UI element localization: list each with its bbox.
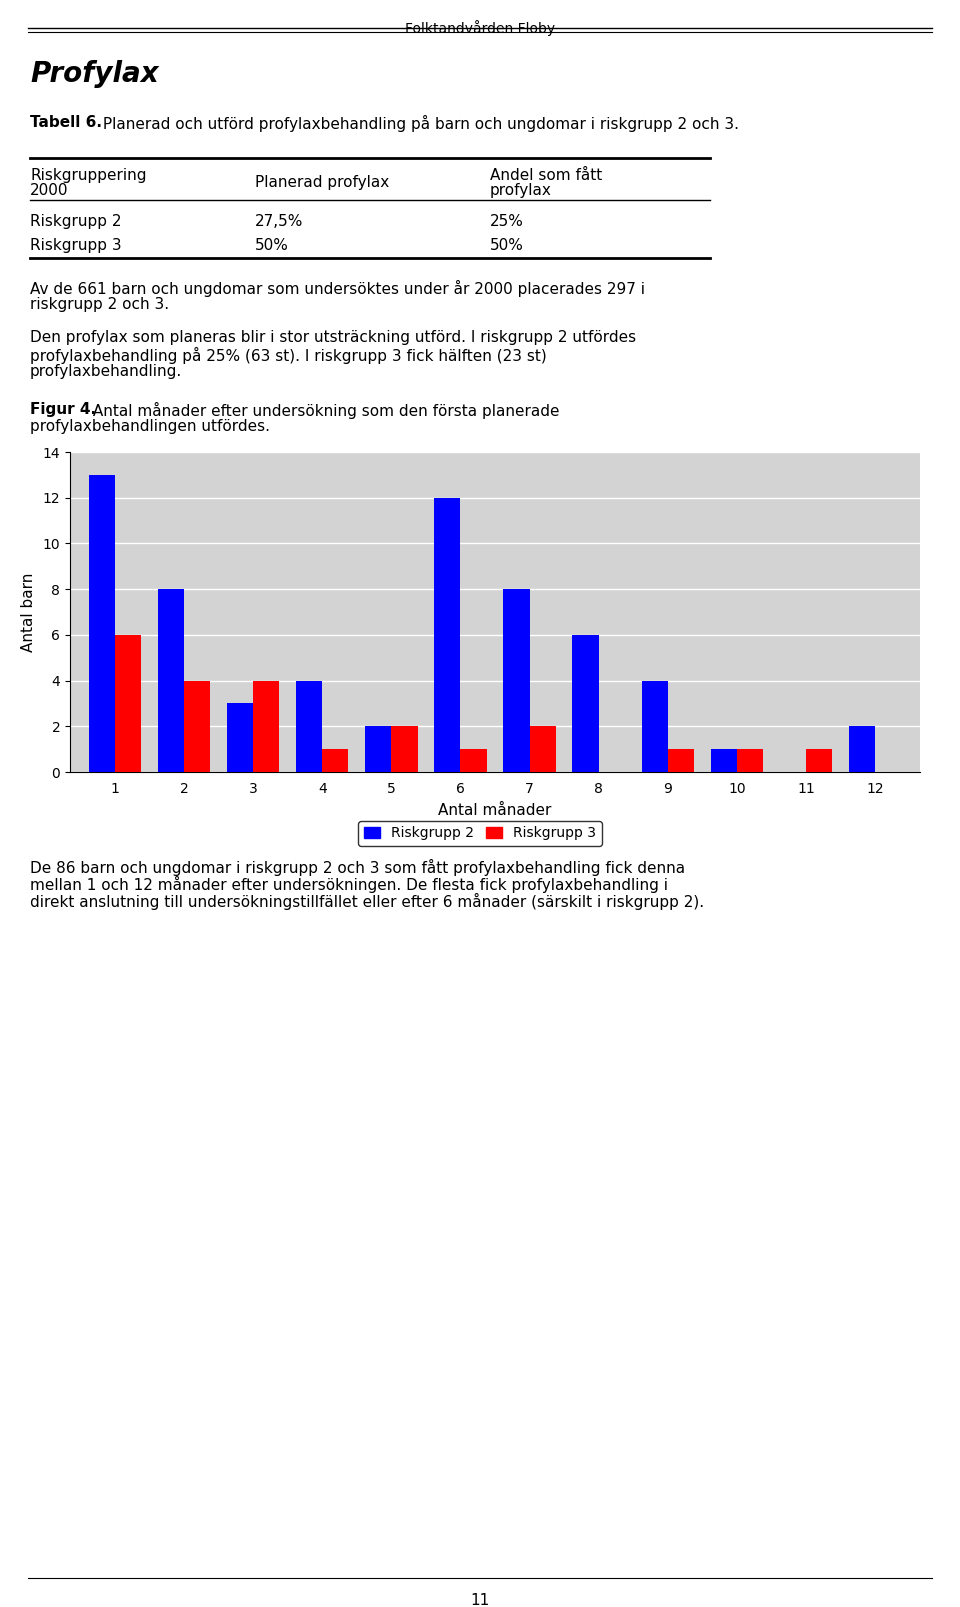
Bar bbox=[296, 681, 323, 771]
Bar bbox=[184, 681, 210, 771]
Text: riskgrupp 2 och 3.: riskgrupp 2 och 3. bbox=[30, 297, 169, 312]
Text: Profylax: Profylax bbox=[30, 59, 158, 88]
Text: Folktandvården Floby: Folktandvården Floby bbox=[405, 19, 555, 35]
Text: direkt anslutning till undersökningstillfället eller efter 6 månader (särskilt i: direkt anslutning till undersökningstill… bbox=[30, 893, 704, 910]
Bar bbox=[253, 681, 279, 771]
Text: 27,5%: 27,5% bbox=[255, 214, 303, 230]
Text: 11: 11 bbox=[470, 1593, 490, 1607]
Text: 25%: 25% bbox=[490, 214, 524, 230]
Text: Riskgrupp 3: Riskgrupp 3 bbox=[30, 238, 122, 252]
Text: profylaxbehandling på 25% (63 st). I riskgrupp 3 fick hälften (23 st): profylaxbehandling på 25% (63 st). I ris… bbox=[30, 347, 547, 365]
X-axis label: Antal månader: Antal månader bbox=[439, 802, 552, 818]
Bar bbox=[849, 726, 876, 771]
Bar bbox=[365, 726, 392, 771]
Text: Andel som fått: Andel som fått bbox=[490, 169, 602, 183]
Bar bbox=[227, 704, 253, 771]
Bar bbox=[710, 749, 737, 771]
Bar bbox=[115, 635, 141, 771]
Text: Av de 661 barn och ungdomar som undersöktes under år 2000 placerades 297 i: Av de 661 barn och ungdomar som undersök… bbox=[30, 280, 645, 297]
Text: profylax: profylax bbox=[490, 183, 552, 198]
Bar bbox=[323, 749, 348, 771]
Text: profylaxbehandling.: profylaxbehandling. bbox=[30, 365, 182, 379]
Text: mellan 1 och 12 månader efter undersökningen. De flesta fick profylaxbehandling : mellan 1 och 12 månader efter undersökni… bbox=[30, 876, 668, 893]
Text: Planerad och utförd profylaxbehandling på barn och ungdomar i riskgrupp 2 och 3.: Planerad och utförd profylaxbehandling p… bbox=[98, 116, 739, 132]
Text: 2000: 2000 bbox=[30, 183, 68, 198]
Bar bbox=[392, 726, 418, 771]
Text: Tabell 6.: Tabell 6. bbox=[30, 116, 102, 130]
Bar bbox=[503, 590, 530, 771]
Text: 50%: 50% bbox=[255, 238, 289, 252]
Bar bbox=[157, 590, 184, 771]
Bar bbox=[530, 726, 556, 771]
Bar bbox=[737, 749, 763, 771]
Text: Riskgrupp 2: Riskgrupp 2 bbox=[30, 214, 122, 230]
Bar bbox=[668, 749, 694, 771]
Text: Planerad profylax: Planerad profylax bbox=[255, 175, 389, 190]
Y-axis label: Antal barn: Antal barn bbox=[21, 572, 36, 652]
Bar bbox=[461, 749, 487, 771]
Bar bbox=[88, 474, 115, 771]
Legend: Riskgrupp 2, Riskgrupp 3: Riskgrupp 2, Riskgrupp 3 bbox=[358, 821, 602, 845]
Text: Antal månader efter undersökning som den första planerade: Antal månader efter undersökning som den… bbox=[88, 402, 560, 419]
Bar bbox=[641, 681, 668, 771]
Bar bbox=[806, 749, 832, 771]
Text: Den profylax som planeras blir i stor utsträckning utförd. I riskgrupp 2 utförde: Den profylax som planeras blir i stor ut… bbox=[30, 329, 636, 346]
Bar bbox=[572, 635, 599, 771]
Text: De 86 barn och ungdomar i riskgrupp 2 och 3 som fått profylaxbehandling fick den: De 86 barn och ungdomar i riskgrupp 2 oc… bbox=[30, 860, 685, 876]
Bar bbox=[434, 498, 461, 771]
Text: Figur 4.: Figur 4. bbox=[30, 402, 96, 416]
Text: Riskgruppering: Riskgruppering bbox=[30, 169, 147, 183]
Text: 50%: 50% bbox=[490, 238, 524, 252]
Text: profylaxbehandlingen utfördes.: profylaxbehandlingen utfördes. bbox=[30, 419, 270, 434]
